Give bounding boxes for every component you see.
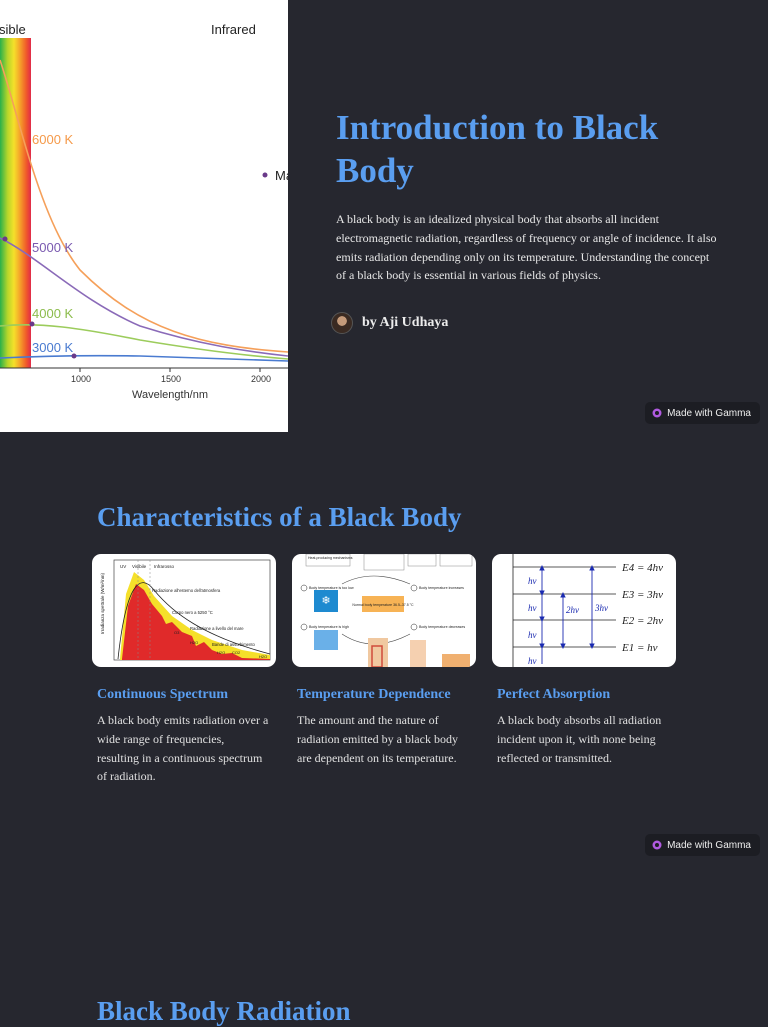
svg-text:O3: O3	[174, 630, 180, 635]
card-text-perfect-absorption: A black body absorbs all radiation incid…	[497, 713, 662, 765]
svg-text:H2O: H2O	[190, 640, 198, 645]
made-with-gamma-button[interactable]: Made with Gamma	[645, 402, 760, 424]
level-e2-label: E2 = 2hν	[621, 615, 663, 627]
section-title-characteristics: Characteristics of a Black Body	[97, 502, 462, 532]
author-name: by Aji Udhaya	[362, 315, 449, 330]
avatar	[331, 312, 353, 334]
x-tick-2000: 2000	[251, 374, 271, 384]
card-text-temperature-dependence: The amount and the nature of radiation e…	[297, 713, 458, 765]
label-6000k: 6000 K	[32, 132, 74, 147]
gamma-logo-icon	[652, 840, 662, 850]
visible-region-label: sible	[0, 22, 26, 37]
svg-text:CO2: CO2	[232, 650, 241, 655]
svg-text:hν: hν	[528, 603, 537, 613]
svg-text:H2O: H2O	[217, 650, 225, 655]
slide-intro: sible Infrared 6000 K 5000 K 4000 K 3000…	[0, 0, 768, 432]
svg-text:hν: hν	[528, 576, 537, 586]
card-temperature-dependence: Heat-producing mechanisms ❄ Normal body …	[292, 554, 476, 767]
level-e3-label: E3 = 3hν	[621, 589, 663, 601]
gamma-logo-icon	[652, 408, 662, 418]
level-e1-label: E1 = hν	[621, 642, 658, 654]
page-title: Introduction to Black Body	[336, 108, 659, 190]
card-text-continuous-spectrum: A black body emits radiation over a wide…	[97, 713, 269, 784]
svg-text:hν: hν	[528, 630, 537, 640]
svg-text:❄: ❄	[321, 594, 330, 607]
energy-levels-image: E4 = 4hν E3 = 3hν E2 = 2hν E1 = hν	[492, 554, 676, 667]
card-title-temperature-dependence: Temperature Dependence	[297, 687, 451, 702]
label-5000k: 5000 K	[32, 240, 74, 255]
svg-text:hν: hν	[528, 656, 537, 666]
author-byline: by Aji Udhaya	[331, 312, 448, 334]
curve-4000k	[0, 324, 288, 360]
card-perfect-absorption: E4 = 4hν E3 = 3hν E2 = 2hν E1 = hν	[492, 554, 676, 767]
svg-text:Normal body temperature 36.5–3: Normal body temperature 36.5–37.5 °C	[352, 603, 414, 607]
svg-text:Radiazione a livello del mare: Radiazione a livello del mare	[190, 626, 244, 631]
thermoregulation-diagram-image: Heat-producing mechanisms ❄ Normal body …	[292, 554, 476, 667]
svg-text:3hν: 3hν	[594, 603, 608, 613]
card-continuous-spectrum: UV Visibile Infrarosso Radiazione all'es…	[92, 554, 276, 786]
svg-text:UV: UV	[120, 564, 126, 569]
svg-text:Bande di assorbimento: Bande di assorbimento	[212, 642, 256, 647]
svg-text:Heat-producing mechanisms: Heat-producing mechanisms	[308, 556, 353, 560]
label-3000k: 3000 K	[32, 340, 74, 355]
curve-5000k	[0, 237, 288, 357]
gamma-badge-label: Made with Gamma	[667, 407, 751, 419]
curve-6000k	[0, 59, 288, 353]
svg-text:Body temperature is too low: Body temperature is too low	[309, 586, 354, 590]
svg-text:Infrarosso: Infrarosso	[154, 564, 175, 569]
svg-text:Corpo nero a 5250 °C: Corpo nero a 5250 °C	[172, 610, 213, 615]
solar-spectrum-image: UV Visibile Infrarosso Radiazione all'es…	[92, 554, 276, 667]
blackbody-spectrum-image: sible Infrared 6000 K 5000 K 4000 K 3000…	[0, 0, 288, 432]
max-marker-label: Ma	[275, 168, 288, 183]
gamma-badge-label: Made with Gamma	[667, 839, 751, 851]
level-e4-label: E4 = 4hν	[621, 562, 663, 574]
card-title-continuous-spectrum: Continuous Spectrum	[97, 687, 229, 702]
svg-text:Body temperature increases: Body temperature increases	[419, 586, 464, 590]
x-tick-1000: 1000	[71, 374, 91, 384]
visible-band	[0, 38, 31, 368]
x-tick-1500: 1500	[161, 374, 181, 384]
svg-text:Visibile: Visibile	[132, 564, 147, 569]
intro-description: A black body is an idealized physical bo…	[336, 212, 717, 283]
svg-text:Radiazione all'esterno dell'at: Radiazione all'esterno dell'atmosfera	[152, 588, 221, 593]
label-4000k: 4000 K	[32, 306, 74, 321]
card-title-perfect-absorption: Perfect Absorption	[497, 687, 611, 702]
section-title-black-body-radiation: Black Body Radiation	[97, 996, 351, 1026]
svg-text:Body temperature is high: Body temperature is high	[309, 625, 349, 629]
svg-text:Body temperature decreases: Body temperature decreases	[419, 625, 465, 629]
curve-3000k	[0, 354, 288, 362]
svg-text:H2O: H2O	[259, 654, 267, 659]
svg-text:2hν: 2hν	[566, 605, 579, 615]
x-axis-label: Wavelength/nm	[132, 389, 208, 401]
svg-text:Irradianza spettrale (W/m²/nm): Irradianza spettrale (W/m²/nm)	[100, 572, 105, 634]
made-with-gamma-button-2[interactable]: Made with Gamma	[645, 834, 760, 856]
infrared-region-label: Infrared	[211, 22, 256, 37]
